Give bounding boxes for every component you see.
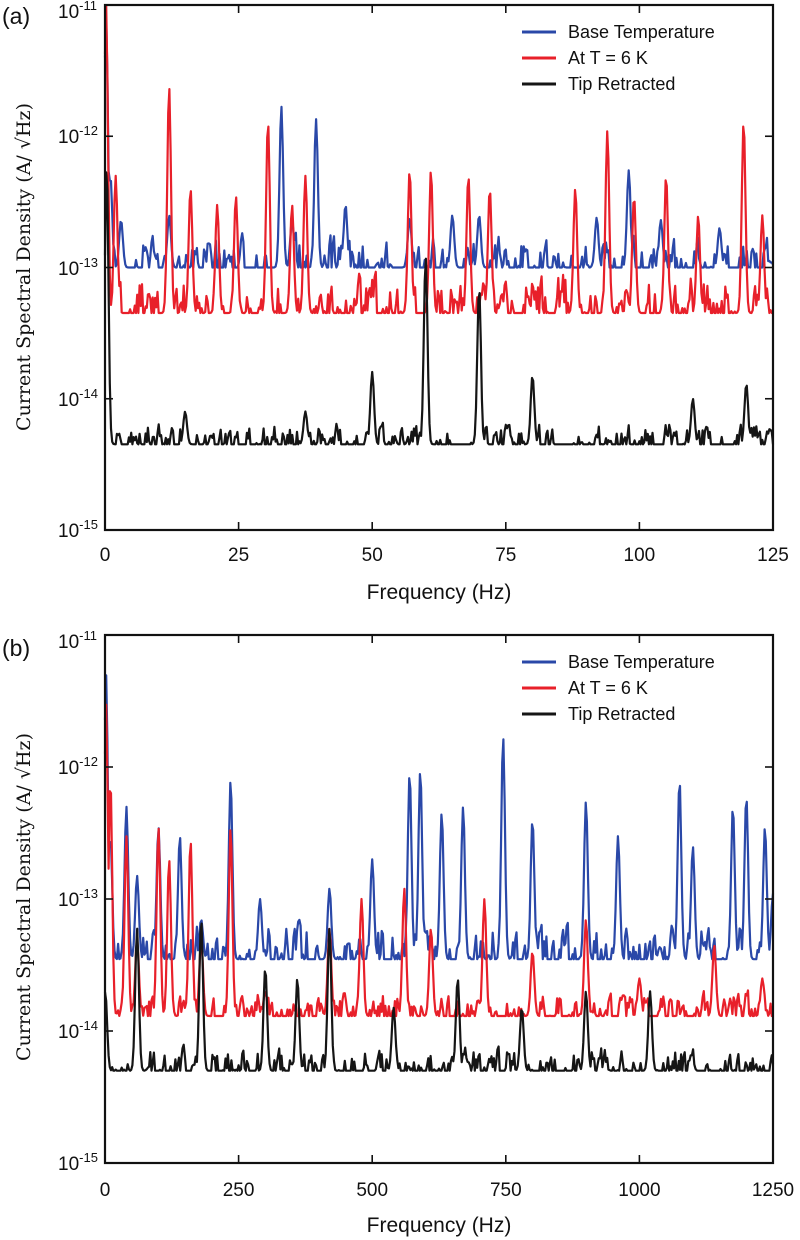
a-xtick-50: 50	[362, 545, 383, 566]
a-xtick-100: 100	[624, 545, 656, 566]
panel-a-y-tick-labels: 10-15 10-14 10-13 10-12 10-11	[58, 0, 98, 542]
panel-a-ticks	[104, 4, 774, 531]
series-line-tip-retracted	[103, 171, 775, 446]
b-ytick-1e-15: 10-15	[58, 1150, 98, 1175]
panel-a-legend: Base Temperature At T = 6 K Tip Retracte…	[522, 22, 715, 94]
a-legend-label-base-temperature: Base Temperature	[568, 22, 715, 42]
panel-a-y-axis-label: Current Spectral Density (A/ √Hz)	[13, 103, 35, 431]
a-ytick-1e-14: 10-14	[58, 386, 98, 411]
b-ytick-1e-12: 10-12	[58, 754, 98, 779]
panel-a-label: (a)	[2, 3, 30, 29]
a-xtick-25: 25	[228, 545, 249, 566]
a-ytick-1e-15: 10-15	[58, 517, 98, 542]
panel-b-label: (b)	[2, 635, 30, 661]
series-line-tip-retracted	[103, 922, 775, 1072]
b-ytick-1e-14: 10-14	[58, 1018, 98, 1043]
panel-b-series	[103, 674, 775, 1072]
a-xtick-0: 0	[100, 545, 111, 566]
b-legend-label-base-temperature: Base Temperature	[568, 652, 715, 672]
panel-b-x-tick-labels: 0 250 500 750 1000 1250	[100, 1180, 794, 1201]
a-xtick-75: 75	[495, 545, 516, 566]
b-ytick-1e-13: 10-13	[58, 886, 98, 911]
series-line-base-temperature	[103, 674, 775, 961]
panel-a: (a) 10-15 10-14 10-13 10-12 10-11 0 25 5…	[2, 0, 789, 604]
panel-b-ticks	[104, 634, 774, 1164]
panel-b-y-axis-label: Current Spectral Density (A/ √Hz)	[13, 733, 35, 1061]
a-legend-label-tip-retracted: Tip Retracted	[568, 74, 675, 94]
series-line-at-t-6-k	[103, 703, 775, 1018]
panel-b-x-axis-label: Frequency (Hz)	[367, 1214, 512, 1237]
b-legend-label-6k: At T = 6 K	[568, 678, 648, 698]
series-line-at-t-6-k	[103, 4, 773, 315]
b-xtick-1250: 1250	[752, 1180, 794, 1201]
panel-b-y-tick-labels: 10-15 10-14 10-13 10-12 10-11	[58, 628, 98, 1175]
b-xtick-0: 0	[100, 1180, 111, 1201]
b-xtick-750: 750	[490, 1180, 522, 1201]
a-xtick-125: 125	[757, 545, 789, 566]
a-ytick-1e-12: 10-12	[58, 123, 98, 148]
series-line-base-temperature	[103, 17, 774, 269]
b-xtick-250: 250	[223, 1180, 255, 1201]
b-legend-label-tip-retracted: Tip Retracted	[568, 704, 675, 724]
b-ytick-1e-11: 10-11	[58, 628, 97, 653]
a-legend-label-6k: At T = 6 K	[568, 48, 648, 68]
panel-a-x-axis-label: Frequency (Hz)	[367, 581, 512, 604]
b-xtick-1000: 1000	[618, 1180, 660, 1201]
panel-b-legend: Base Temperature At T = 6 K Tip Retracte…	[522, 652, 715, 724]
b-xtick-500: 500	[356, 1180, 388, 1201]
panel-a-series	[103, 4, 775, 446]
panel-b: (b) 10-15 10-14 10-13 10-12 10-11 0 250 …	[2, 628, 794, 1237]
a-ytick-1e-11: 10-11	[58, 0, 97, 23]
a-ytick-1e-13: 10-13	[58, 255, 98, 280]
panel-a-x-tick-labels: 0 25 50 75 100 125	[100, 545, 789, 566]
